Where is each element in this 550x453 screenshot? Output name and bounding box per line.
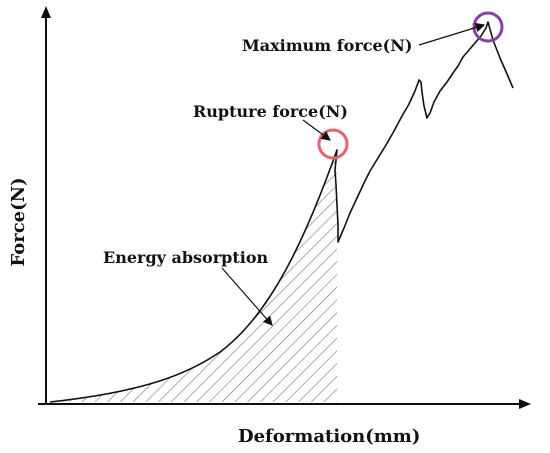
rupture-force-label: Rupture force(N) [193,102,348,121]
maximum-force-arrow [418,22,486,46]
y-axis-arrow [41,6,51,18]
x-axis-title: Deformation(mm) [238,426,420,447]
maximum-force-label: Maximum force(N) [242,36,412,55]
energy-absorption-label: Energy absorption [103,248,268,267]
energy-absorption-area [50,150,337,402]
rupture-force-marker [317,128,349,160]
energy-absorption-arrow [221,267,273,326]
rupture-force-arrow [302,119,331,141]
x-axis-arrow [519,399,531,409]
maximum-force-marker [472,11,504,43]
force-deformation-curve [49,21,514,403]
y-axis-title: Force(N) [8,177,29,266]
